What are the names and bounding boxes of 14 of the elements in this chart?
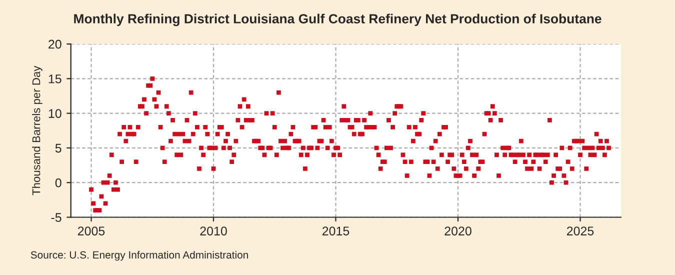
y-axis-title: Thousand Barrels per Day	[32, 66, 42, 196]
chart-title: Monthly Refining District Louisiana Gulf Coast Refinery Net Production of Isobutane	[74, 14, 602, 26]
y-tick-label: 5	[55, 144, 62, 153]
source-note: Source: U.S. Energy Information Administration	[30, 250, 248, 261]
y-tick-label: 15	[48, 74, 62, 84]
x-tick-label: 2025	[566, 226, 594, 236]
y-tick-label: -5	[51, 213, 62, 222]
x-tick-label: 2020	[444, 226, 472, 236]
y-tick-label: 10	[48, 109, 62, 118]
x-tick-label: 2015	[322, 226, 350, 236]
x-tick-label: 2010	[200, 226, 227, 236]
y-tick-label: 20	[48, 40, 62, 49]
y-tick-label: 0	[55, 178, 62, 188]
x-tick-label: 2005	[78, 226, 105, 236]
